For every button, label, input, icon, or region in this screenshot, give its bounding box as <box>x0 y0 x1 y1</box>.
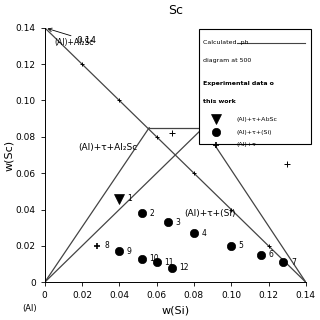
Text: (Al)+τ+Al₂Sc: (Al)+τ+Al₂Sc <box>236 117 278 122</box>
Text: 11: 11 <box>164 258 173 267</box>
Text: Calculated  ph: Calculated ph <box>203 40 248 45</box>
Text: (Al)+τ+Al₂Sc: (Al)+τ+Al₂Sc <box>78 143 138 152</box>
Text: 10: 10 <box>149 254 159 263</box>
FancyBboxPatch shape <box>199 29 311 144</box>
Text: (Al)+Al₂Sc: (Al)+Al₂Sc <box>54 38 93 47</box>
Text: 9: 9 <box>127 247 132 256</box>
Y-axis label: w(Sc): w(Sc) <box>4 140 14 171</box>
Text: this work: this work <box>203 99 236 104</box>
Text: 3: 3 <box>175 218 180 227</box>
Text: 8: 8 <box>104 241 109 250</box>
X-axis label: w(Si): w(Si) <box>161 306 189 316</box>
Text: 2: 2 <box>149 209 154 218</box>
Text: 5: 5 <box>239 241 244 250</box>
Text: (Al)+τ: (Al)+τ <box>239 110 267 119</box>
Text: Sc: Sc <box>168 4 183 17</box>
Text: 6: 6 <box>268 251 273 260</box>
Text: 7: 7 <box>291 258 296 267</box>
Text: 4: 4 <box>201 229 206 238</box>
Text: Experimental data o: Experimental data o <box>203 81 274 86</box>
Text: (Al)+τ+(Si): (Al)+τ+(Si) <box>185 209 236 218</box>
Text: (Al): (Al) <box>22 304 37 313</box>
Text: 1: 1 <box>127 194 132 203</box>
Text: 0.14: 0.14 <box>48 28 96 45</box>
Text: (Al)+τ: (Al)+τ <box>236 142 257 147</box>
Text: (Al)+τ+(Si): (Al)+τ+(Si) <box>236 130 272 135</box>
Text: diagram at 500: diagram at 500 <box>203 58 251 63</box>
Text: 12: 12 <box>179 263 188 272</box>
